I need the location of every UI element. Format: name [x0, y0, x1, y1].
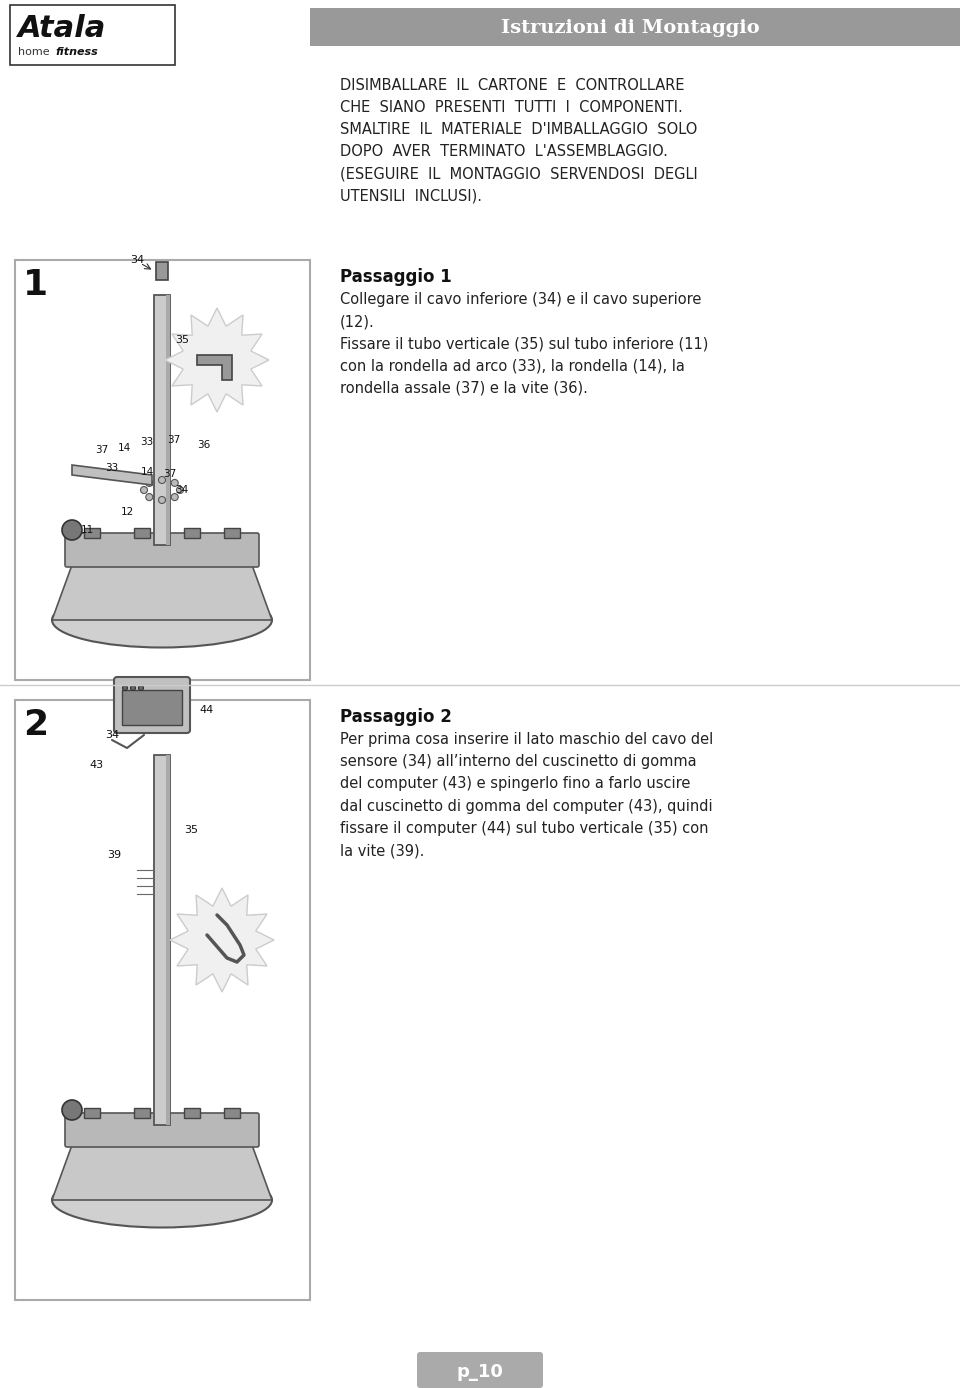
Circle shape — [146, 479, 153, 486]
Circle shape — [158, 476, 165, 483]
Text: SMALTIRE  IL  MATERIALE  D'IMBALLAGGIO  SOLO: SMALTIRE IL MATERIALE D'IMBALLAGGIO SOLO — [340, 122, 697, 137]
Text: 37: 37 — [95, 446, 108, 455]
Polygon shape — [165, 308, 269, 412]
Text: 12: 12 — [120, 507, 133, 516]
Bar — [920, 8, 960, 46]
Bar — [122, 690, 182, 725]
Bar — [184, 1108, 200, 1117]
Bar — [224, 527, 240, 539]
FancyBboxPatch shape — [310, 8, 950, 46]
Circle shape — [146, 494, 153, 501]
Text: 1: 1 — [23, 268, 48, 303]
Text: p_10: p_10 — [457, 1363, 503, 1381]
Bar — [166, 296, 170, 545]
Polygon shape — [52, 565, 272, 620]
Circle shape — [138, 686, 143, 690]
Bar — [15, 700, 310, 1301]
Text: Atala: Atala — [18, 14, 107, 43]
Text: 39: 39 — [107, 849, 121, 861]
Bar — [154, 296, 170, 545]
Text: fitness: fitness — [55, 47, 98, 57]
Text: 43: 43 — [90, 761, 104, 770]
Bar — [84, 1108, 100, 1117]
Text: 37: 37 — [167, 434, 180, 446]
Text: (ESEGUIRE  IL  MONTAGGIO  SERVENDOSI  DEGLI: (ESEGUIRE IL MONTAGGIO SERVENDOSI DEGLI — [340, 167, 698, 180]
Bar — [134, 1108, 150, 1117]
Circle shape — [140, 487, 148, 494]
Bar — [184, 527, 200, 539]
Text: 34: 34 — [105, 730, 119, 740]
Text: 33: 33 — [140, 437, 154, 447]
Polygon shape — [170, 888, 274, 992]
Ellipse shape — [52, 1173, 272, 1227]
Circle shape — [62, 1101, 82, 1120]
Text: home: home — [18, 47, 50, 57]
Bar — [15, 260, 310, 680]
Bar — [154, 755, 170, 1126]
Bar — [166, 755, 170, 1126]
Text: 11: 11 — [81, 525, 94, 534]
Text: 33: 33 — [106, 464, 119, 473]
Text: CHE  SIANO  PRESENTI  TUTTI  I  COMPONENTI.: CHE SIANO PRESENTI TUTTI I COMPONENTI. — [340, 100, 683, 115]
Text: Collegare il cavo inferiore (34) e il cavo superiore
(12).
Fissare il tubo verti: Collegare il cavo inferiore (34) e il ca… — [340, 291, 708, 396]
Text: 34: 34 — [130, 255, 144, 265]
Text: DISIMBALLARE  IL  CARTONE  E  CONTROLLARE: DISIMBALLARE IL CARTONE E CONTROLLARE — [340, 78, 684, 93]
Text: UTENSILI  INCLUSI).: UTENSILI INCLUSI). — [340, 187, 482, 203]
FancyBboxPatch shape — [417, 1352, 543, 1388]
Circle shape — [171, 479, 179, 486]
Text: 14: 14 — [117, 443, 131, 452]
Polygon shape — [72, 465, 152, 484]
Text: Passaggio 1: Passaggio 1 — [340, 268, 452, 286]
FancyBboxPatch shape — [65, 1113, 259, 1146]
Circle shape — [62, 520, 82, 540]
Polygon shape — [52, 1145, 272, 1201]
FancyBboxPatch shape — [114, 677, 190, 733]
Ellipse shape — [52, 593, 272, 647]
Text: 44: 44 — [200, 705, 214, 715]
Text: Istruzioni di Montaggio: Istruzioni di Montaggio — [501, 19, 759, 37]
Polygon shape — [197, 355, 232, 380]
Bar — [134, 527, 150, 539]
Text: 35: 35 — [175, 335, 189, 346]
Circle shape — [158, 497, 165, 504]
Text: 35: 35 — [184, 824, 198, 836]
Text: Per prima cosa inserire il lato maschio del cavo del
sensore (34) all’interno de: Per prima cosa inserire il lato maschio … — [340, 731, 713, 858]
Text: 37: 37 — [163, 469, 177, 479]
Circle shape — [177, 487, 183, 494]
Circle shape — [171, 494, 179, 501]
Text: 14: 14 — [140, 466, 154, 477]
Circle shape — [123, 686, 128, 690]
Circle shape — [131, 686, 135, 690]
Bar — [10, 6, 175, 65]
Text: 36: 36 — [198, 440, 210, 450]
Text: 34: 34 — [176, 484, 188, 496]
FancyBboxPatch shape — [65, 533, 259, 568]
Bar — [156, 262, 168, 280]
Bar — [84, 527, 100, 539]
Text: Passaggio 2: Passaggio 2 — [340, 708, 452, 726]
Text: 2: 2 — [23, 708, 48, 743]
Text: DOPO  AVER  TERMINATO  L'ASSEMBLAGGIO.: DOPO AVER TERMINATO L'ASSEMBLAGGIO. — [340, 144, 668, 160]
Bar — [224, 1108, 240, 1117]
